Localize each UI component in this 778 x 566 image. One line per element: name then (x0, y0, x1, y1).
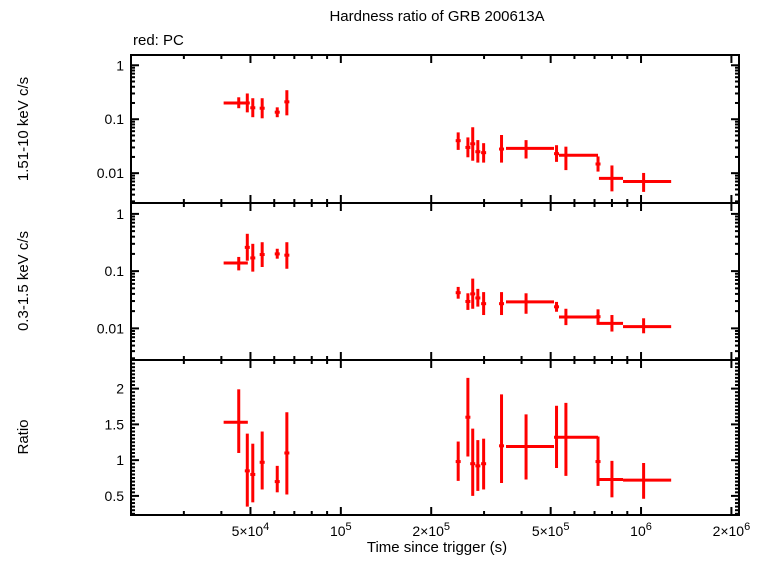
y-tick-label: 1 (116, 452, 124, 468)
panel-soft-band-points (223, 233, 672, 334)
y-axis-title-soft: 0.3-1.5 keV c/s (15, 231, 32, 331)
y-tick-label: 1.5 (105, 416, 125, 432)
y-tick-label: 1 (116, 57, 124, 73)
data-layer (223, 90, 672, 507)
y-tick-label: 1 (116, 206, 124, 222)
panel-ratio-border (130, 359, 740, 516)
x-tick-label: 5×104 (232, 521, 270, 539)
x-tick-label: 106 (630, 521, 652, 539)
y-tick-label: 0.1 (105, 111, 125, 127)
y-tick-label: 0.01 (97, 165, 124, 181)
y-axis-title-hard: 1.51-10 keV c/s (15, 77, 32, 181)
x-axis-title: Time since trigger (s) (367, 539, 507, 556)
panel-hard-band-points (223, 90, 672, 192)
y-tick-label: 0.1 (105, 263, 125, 279)
y-tick-label: 2 (116, 381, 124, 397)
panel-ratio-axes (130, 359, 740, 516)
panel-soft-band-axes (130, 202, 740, 361)
panel-ratio-points (223, 377, 672, 507)
panel-soft-band-border (130, 202, 740, 361)
x-tick-label: 5×105 (532, 521, 570, 539)
x-tick-label: 2×105 (412, 521, 450, 539)
y-tick-label: 0.5 (105, 488, 125, 504)
axes-layer: 1 0.1 0.01 1 0.1 0.01 5×104 105 2×105 5×105 106 2×1… (97, 54, 751, 539)
x-tick-label: 2×106 (713, 521, 751, 539)
y-axis-title-ratio: Ratio (15, 419, 32, 454)
chart-title: Hardness ratio of GRB 200613A (329, 8, 544, 25)
legend-red-pc: red: PC (133, 32, 184, 49)
y-tick-label: 0.01 (97, 320, 124, 336)
x-tick-label: 105 (330, 521, 352, 539)
